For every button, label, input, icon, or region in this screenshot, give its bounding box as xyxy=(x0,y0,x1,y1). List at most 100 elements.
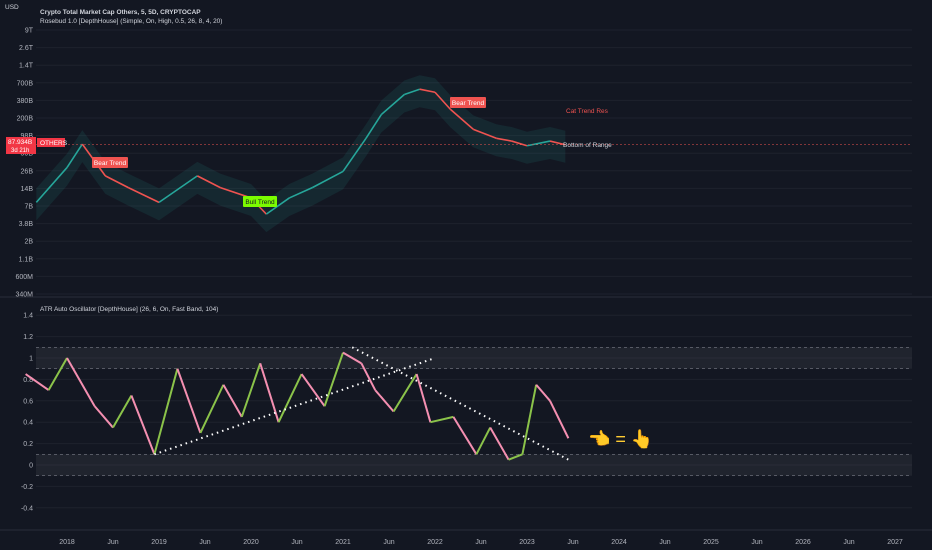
time-tick-label: Jun xyxy=(475,539,486,546)
osc-tick-label: -0.4 xyxy=(21,505,33,512)
oscillator-segment xyxy=(47,357,68,391)
oscillator-title: ATR Auto Oscillator [DepthHouse] (26, 6,… xyxy=(40,306,218,313)
price-tick-label: 700B xyxy=(17,80,34,87)
price-line-segment xyxy=(127,186,160,204)
price-line-segment xyxy=(158,175,198,204)
price-line-segment xyxy=(66,143,84,169)
price-tick-label: 1.4T xyxy=(19,63,34,70)
oscillator-segment xyxy=(535,384,551,402)
price-line-segment xyxy=(526,140,551,147)
price-tick-label: 600M xyxy=(15,274,33,281)
price-line-segment xyxy=(365,114,383,139)
bear-trend-1-label: Bear Trend xyxy=(94,160,127,167)
price-line-segment xyxy=(342,137,367,172)
price-line-segment xyxy=(35,167,68,203)
price-line-segment xyxy=(311,170,344,189)
time-tick-label: Jun xyxy=(659,539,670,546)
price-tick-label: 14B xyxy=(21,186,34,193)
time-tick-label: Jun xyxy=(567,539,578,546)
oscillator-segment xyxy=(277,373,303,423)
price-tick-label: 380B xyxy=(17,98,34,105)
indicator-label[interactable]: Rosebud 1.0 [DepthHouse] (Simple, On, Hi… xyxy=(40,18,223,25)
time-tick-label: 2025 xyxy=(703,539,719,546)
oscillator-segment xyxy=(521,384,538,455)
oscillator-segment xyxy=(259,363,280,423)
price-tick-label: 200B xyxy=(17,116,34,123)
osc-tick-label: 0 xyxy=(29,463,33,470)
oscillator-segment xyxy=(508,453,523,461)
oscillator-segment xyxy=(452,416,478,455)
currency-label: USD xyxy=(5,4,19,11)
upper-band xyxy=(36,347,912,369)
oscillator-segment xyxy=(130,395,156,455)
price-tick-label: 9T xyxy=(25,28,34,35)
oscillator-segment xyxy=(199,384,225,434)
symbol-tag-label: OTHERS xyxy=(40,140,68,147)
bull-trend-box xyxy=(243,196,277,207)
price-tick-label: 7B xyxy=(24,204,33,211)
time-tick-label: 2023 xyxy=(519,539,535,546)
osc-tick-label: 0.6 xyxy=(23,398,33,405)
bear-trend-1-box xyxy=(92,157,128,168)
oscillator-segment xyxy=(66,357,96,407)
time-tick-label: Jun xyxy=(751,539,762,546)
trend-cloud xyxy=(36,75,566,233)
oscillator-segment xyxy=(342,351,362,365)
osc-tick-label: 0.2 xyxy=(23,441,33,448)
time-tick-label: 2019 xyxy=(151,539,167,546)
price-line-segment xyxy=(104,175,129,189)
price-tick-label: 2B xyxy=(24,239,33,246)
price-line-segment xyxy=(380,93,405,116)
time-tick-label: Jun xyxy=(383,539,394,546)
oscillator-segment xyxy=(222,384,243,418)
price-tick-label: 340M xyxy=(15,292,33,299)
price-line-segment xyxy=(473,128,497,140)
price-tick-label: 50B xyxy=(21,151,34,158)
osc-tick-label: 1.4 xyxy=(23,313,33,320)
price-line-segment xyxy=(496,137,512,142)
price-tag-value: 87.934B xyxy=(8,139,32,146)
time-tick-label: Jun xyxy=(107,539,118,546)
osc-tick-label: 0.8 xyxy=(23,377,33,384)
price-tick-label: 98B xyxy=(21,133,34,140)
oscillator-segment xyxy=(93,405,114,429)
price-tick-label: 26B xyxy=(21,168,34,175)
price-tick-label: 2.6T xyxy=(19,45,34,52)
oscillator-segment xyxy=(374,389,395,413)
rising-trendline xyxy=(154,357,436,456)
oscillator-segment xyxy=(392,373,418,413)
emoji-annotation: 👈 = 👆 xyxy=(588,428,653,449)
time-tick-label: Jun xyxy=(291,539,302,546)
price-line-segment xyxy=(289,186,313,199)
time-tick-label: Jun xyxy=(843,539,854,546)
price-line-segment xyxy=(265,197,290,215)
price-line-segment xyxy=(449,108,474,130)
price-tick-label: 3.8B xyxy=(19,221,34,228)
oscillator-segment xyxy=(475,427,492,455)
cat-trend-label: Cat Trend Res xyxy=(566,108,609,115)
osc-tick-label: -0.2 xyxy=(21,484,33,491)
oscillator-segment xyxy=(112,394,133,429)
time-tick-label: 2026 xyxy=(795,539,811,546)
time-tick-label: 2018 xyxy=(59,539,75,546)
time-tick-label: 2021 xyxy=(335,539,351,546)
bull-trend-label: Bull Trend xyxy=(245,199,275,206)
oscillator-segment xyxy=(430,415,454,424)
price-line-segment xyxy=(419,88,436,94)
oscillator-segment xyxy=(25,373,50,391)
oscillator-segment xyxy=(240,363,262,418)
bottom-of-range-label: Bottom of Range xyxy=(563,142,612,149)
price-line-segment xyxy=(434,91,451,110)
price-tag-countdown: 3d 21h xyxy=(11,148,29,154)
oscillator-segment xyxy=(549,400,570,439)
price-tag-box xyxy=(6,137,36,154)
time-tick-label: 2020 xyxy=(243,539,259,546)
symbol-tag-box xyxy=(37,138,65,147)
oscillator-segment xyxy=(153,368,179,455)
bear-trend-2-label: Bear Trend xyxy=(452,100,485,107)
oscillator-segment xyxy=(323,352,344,407)
price-tick-label: 1.1B xyxy=(19,256,34,263)
oscillator-segment xyxy=(300,373,326,407)
oscillator-segment xyxy=(415,373,432,423)
